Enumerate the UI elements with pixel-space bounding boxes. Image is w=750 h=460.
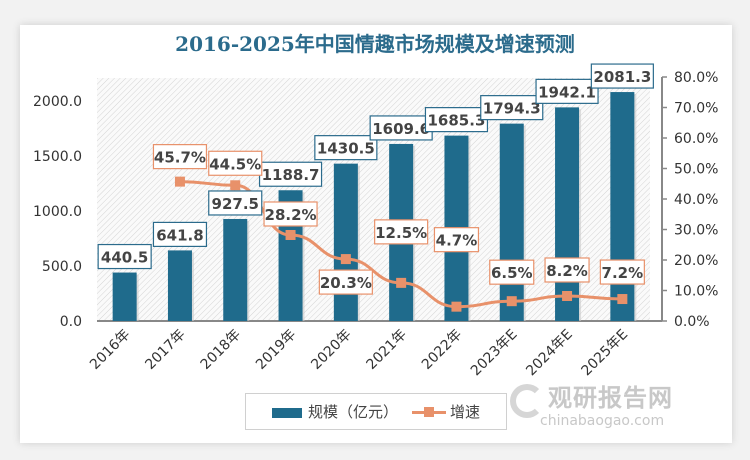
right-axis-tick: 0.0% (674, 314, 710, 330)
bar-data-label: 2081.3 (593, 68, 651, 86)
growth-data-label-box (599, 259, 645, 285)
growth-marker (340, 254, 351, 265)
x-axis-tick: 2022年 (419, 327, 465, 373)
bar (333, 163, 358, 321)
growth-marker (562, 290, 573, 301)
x-axis-tick: 2016年 (87, 327, 133, 373)
right-axis-tick: 70.0% (674, 101, 718, 117)
bar-data-label: 1942.1 (538, 83, 596, 101)
left-axis-tick: 1000.0 (33, 204, 82, 220)
right-axis-tick: 80.0% (674, 70, 718, 86)
growth-data-label-box (433, 227, 480, 253)
growth-marker (451, 301, 462, 312)
bar-data-label-box (208, 190, 263, 216)
x-axis-tick: 2024年E (523, 327, 576, 380)
bar-data-label: 1685.3 (428, 112, 486, 130)
bar-data-label: 1430.5 (317, 140, 375, 158)
right-axis-tick: 20.0% (674, 253, 718, 269)
growth-marker (506, 296, 517, 307)
bar-data-label: 927.5 (212, 195, 259, 213)
x-axis-tick: 2021年 (364, 327, 410, 373)
growth-data-label: 8.2% (546, 262, 588, 280)
growth-marker (617, 294, 628, 305)
right-axis-tick: 30.0% (674, 223, 718, 239)
bar (223, 218, 248, 321)
growth-data-label: 45.7% (154, 149, 206, 167)
growth-data-label: 4.7% (436, 232, 478, 250)
bar (167, 250, 192, 321)
growth-data-label-box (152, 144, 208, 170)
growth-data-label: 20.3% (320, 274, 372, 292)
bar-data-label-box (97, 243, 152, 270)
growth-data-label-box (318, 269, 373, 295)
growth-data-label: 7.2% (602, 264, 644, 282)
growth-marker (396, 277, 407, 288)
bar-data-label-box (590, 63, 654, 89)
growth-data-label-box (263, 201, 318, 227)
growth-data-label-box (544, 257, 590, 283)
bar-data-label: 1188.7 (262, 166, 320, 184)
bar-data-label: 440.5 (101, 249, 148, 267)
x-axis-tick: 2019年 (253, 327, 299, 373)
growth-marker (285, 229, 296, 240)
left-axis-tick: 0.0 (60, 314, 82, 330)
bar-data-label: 1794.3 (483, 100, 541, 118)
bar-data-label-box (369, 115, 433, 141)
x-axis-tick: 2018年 (198, 327, 244, 373)
growth-marker (174, 176, 185, 187)
bar (499, 123, 524, 321)
x-axis-tick: 2020年 (308, 327, 354, 373)
growth-data-label: 28.2% (265, 206, 317, 224)
bar-data-label-box (480, 95, 544, 121)
growth-data-label-box (208, 150, 263, 176)
right-axis-tick: 60.0% (674, 131, 718, 147)
bar-data-label-box (535, 78, 599, 104)
legend-bar-label: 规模（亿元） (307, 403, 398, 421)
left-axis-tick: 1500.0 (33, 149, 82, 165)
bar-data-label: 641.8 (156, 226, 203, 244)
x-axis-tick: 2017年 (142, 327, 188, 373)
bar (555, 107, 580, 321)
right-axis-tick: 40.0% (674, 192, 718, 208)
watermark: 观研报告网 chinabaogao.com (510, 378, 673, 429)
right-axis-tick: 50.0% (674, 162, 718, 178)
growth-marker (230, 180, 241, 191)
legend-item-bar: 规模（亿元） (271, 401, 398, 422)
chart-title: 2016-2025年中国情趣市场规模及增速预测 (175, 32, 575, 56)
bar-data-label-box (314, 135, 378, 161)
growth-data-label-box (489, 259, 535, 285)
x-axis-tick: 2023年E (468, 327, 521, 380)
growth-data-label-box (374, 219, 429, 245)
watermark-logo-icon (510, 384, 544, 418)
bar-data-label-box (152, 221, 208, 248)
left-axis-tick: 500.0 (42, 259, 82, 275)
left-axis-tick: 2000.0 (33, 94, 82, 110)
legend-item-line: 增速 (412, 401, 480, 422)
watermark-cn: 观研报告网 (548, 384, 673, 412)
legend-line-swatch (412, 407, 446, 417)
legend-bar-swatch (271, 407, 302, 418)
bar-data-label-box (258, 161, 323, 187)
legend-line-label: 增速 (450, 403, 481, 421)
bar-data-label-box (424, 107, 489, 133)
bar (112, 272, 137, 321)
right-axis-tick: 10.0% (674, 284, 718, 300)
bar-data-label: 1609.6 (372, 120, 430, 138)
x-axis-tick: 2025年E (579, 327, 632, 380)
growth-data-label: 44.5% (209, 155, 261, 173)
watermark-en: chinabaogao.com (540, 413, 665, 429)
legend: 规模（亿元） 增速 (245, 393, 507, 430)
growth-data-label: 12.5% (375, 224, 427, 242)
growth-data-label: 6.5% (491, 264, 533, 282)
bar (610, 92, 635, 321)
